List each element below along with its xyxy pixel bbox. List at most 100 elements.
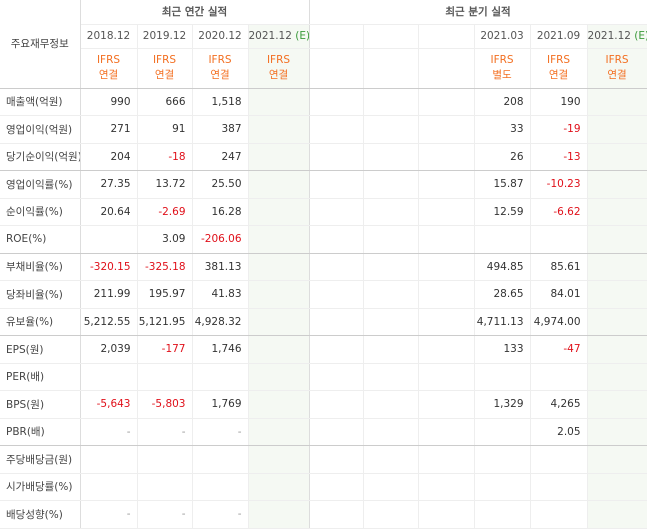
value-cell (309, 225, 364, 254)
value-cell (309, 170, 364, 199)
value-cell (309, 335, 364, 364)
value-cell: -6.62 (530, 198, 588, 226)
value-cell (363, 473, 419, 501)
row-label: 배당성향(%) (0, 500, 81, 529)
value-cell: 20.64 (80, 198, 138, 226)
value-cell (363, 143, 419, 171)
value-cell: -177 (137, 335, 193, 364)
value-cell (363, 363, 419, 391)
value-cell (363, 225, 419, 254)
value-cell: -5,643 (80, 390, 138, 419)
value-cell (587, 390, 647, 419)
period-cell: 2021.12 (E) (248, 24, 310, 49)
value-cell: -13 (530, 143, 588, 171)
value-cell: 16.28 (192, 198, 249, 226)
value-cell (474, 225, 531, 254)
value-cell (587, 115, 647, 144)
basis-cell: IFRS 연결 (192, 48, 249, 89)
value-cell (474, 418, 531, 446)
value-cell (309, 418, 364, 446)
value-cell (418, 280, 475, 309)
value-cell (587, 445, 647, 474)
value-cell (474, 363, 531, 391)
quarterly-title: 최근 분기 실적 (309, 0, 647, 25)
basis-cell (309, 48, 364, 89)
value-cell (418, 500, 475, 529)
value-cell (248, 88, 310, 116)
value-cell (137, 363, 193, 391)
value-cell (530, 363, 588, 391)
data-row: ROE(%) 3.09 -206.06 (0, 225, 647, 254)
value-cell (418, 143, 475, 171)
value-cell (309, 390, 364, 419)
value-cell (587, 500, 647, 529)
value-cell (248, 500, 310, 529)
row-label: 순이익률(%) (0, 198, 81, 226)
value-cell: 5,121.95 (137, 308, 193, 336)
row-label: 영업이익률(%) (0, 170, 81, 199)
value-cell: 204 (80, 143, 138, 171)
basis: IFRS (546, 54, 571, 66)
value-cell: 195.97 (137, 280, 193, 309)
estimate-mark: (E) (295, 30, 310, 42)
row-label: 당좌비율(%) (0, 280, 81, 309)
row-label: 매출액(억원) (0, 88, 81, 116)
value-cell: -10.23 (530, 170, 588, 199)
value-cell (474, 500, 531, 529)
basis-cell: IFRS 연결 (587, 48, 647, 89)
value-cell (587, 88, 647, 116)
period-cell (363, 24, 419, 49)
period-date: 2019.12 (142, 30, 187, 42)
value-cell: 1,329 (474, 390, 531, 419)
value-cell: - (137, 500, 193, 529)
value-cell: 4,265 (530, 390, 588, 419)
value-cell: 27.35 (80, 170, 138, 199)
value-cell (587, 280, 647, 309)
data-row: 주당배당금(원) (0, 445, 647, 474)
basis-cell: IFRS 연결 (80, 48, 138, 89)
data-row: 영업이익(억원) 271 91 387 33 -19 (0, 115, 647, 144)
basis-cell: IFRS 연결 (137, 48, 193, 89)
value-cell (418, 225, 475, 254)
value-cell: 41.83 (192, 280, 249, 309)
row-label: 당기순이익(억원) (0, 143, 81, 171)
value-cell: 2,039 (80, 335, 138, 364)
period-cell: 2021.12 (E) (587, 24, 647, 49)
value-cell: -320.15 (80, 253, 138, 281)
value-cell: 26 (474, 143, 531, 171)
basis: IFRS (490, 54, 514, 66)
row-label: BPS(원) (0, 390, 81, 419)
value-cell (192, 445, 249, 474)
value-cell (248, 225, 310, 254)
value-cell: -206.06 (192, 225, 249, 254)
value-cell (248, 418, 310, 446)
value-cell (587, 143, 647, 171)
annual-title: 최근 연간 실적 (80, 0, 310, 25)
value-cell (248, 335, 310, 364)
value-cell (309, 500, 364, 529)
value-cell (309, 198, 364, 226)
value-cell: -5,803 (137, 390, 193, 419)
scope: 연결 (607, 69, 627, 81)
value-cell (363, 418, 419, 446)
value-cell (80, 473, 138, 501)
data-row: EPS(원) 2,039 -177 1,746 133 -47 (0, 335, 647, 364)
value-cell: 12.59 (474, 198, 531, 226)
data-row: 매출액(억원) 990 666 1,518 208 190 (0, 88, 647, 116)
value-cell (587, 335, 647, 364)
value-cell (192, 473, 249, 501)
value-cell: 494.85 (474, 253, 531, 281)
period-date: 2021.09 (536, 30, 581, 42)
value-cell (418, 335, 475, 364)
period-cell (309, 24, 364, 49)
data-row: 유보율(%) 5,212.55 5,121.95 4,928.32 4,711.13 4,… (0, 308, 647, 336)
table-header: 주요재무정보 최근 연간 실적 최근 분기 실적 2018.12 2019.12 2… (0, 0, 647, 89)
data-row: 영업이익률(%) 27.35 13.72 25.50 15.87 -10.23 (0, 170, 647, 199)
value-cell: 271 (80, 115, 138, 144)
data-row: 시가배당률(%) (0, 473, 647, 501)
value-cell: 666 (137, 88, 193, 116)
value-cell (309, 143, 364, 171)
value-cell (418, 88, 475, 116)
value-cell: 133 (474, 335, 531, 364)
